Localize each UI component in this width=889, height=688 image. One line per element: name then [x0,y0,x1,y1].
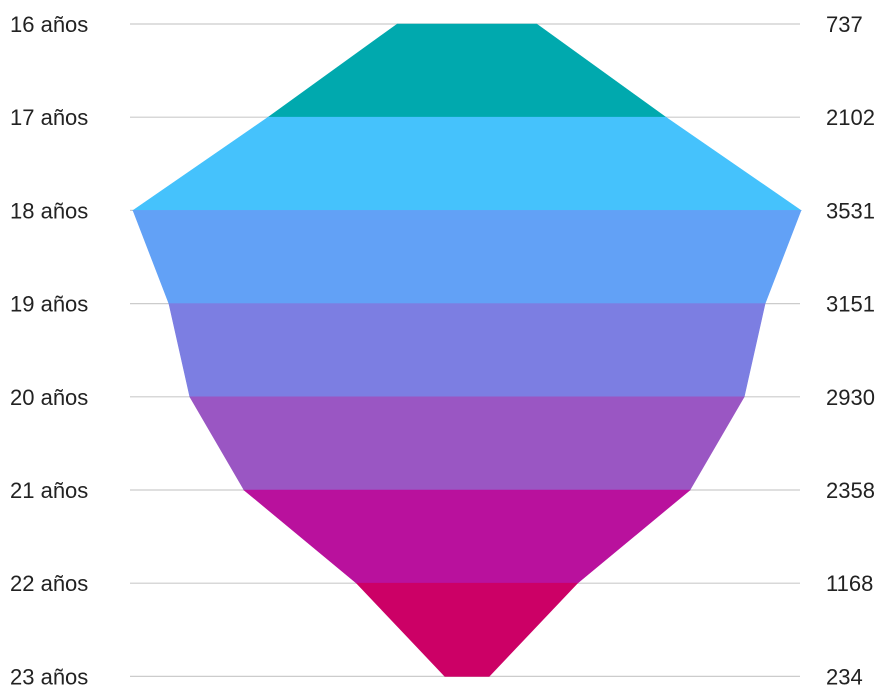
category-label: 22 años [10,571,88,596]
funnel-band [267,23,667,118]
value-labels: 737 2102 3531 3151 2930 2358 1168 234 [826,12,875,688]
category-label: 20 años [10,385,88,410]
value-label: 234 [826,664,863,688]
funnel-band [168,303,766,398]
category-label: 17 años [10,105,88,130]
funnel-band [189,396,745,491]
category-label: 21 años [10,478,88,503]
value-label: 3531 [826,198,875,223]
value-label: 2102 [826,105,875,130]
funnel-band [243,489,691,584]
category-label: 18 años [10,198,88,223]
value-label: 3151 [826,292,875,317]
funnel-bands [132,23,802,677]
category-labels: 16 años 17 años 18 años 19 años 20 años 21 añ… [10,12,88,688]
category-label: 16 años [10,12,88,37]
funnel-band [355,582,579,677]
funnel-band [132,116,802,211]
value-label: 737 [826,12,863,37]
value-label: 1168 [826,571,873,596]
value-label: 2930 [826,385,875,410]
category-label: 19 años [10,292,88,317]
value-label: 2358 [826,478,875,503]
funnel-band [132,210,802,304]
category-label: 23 años [10,664,88,688]
